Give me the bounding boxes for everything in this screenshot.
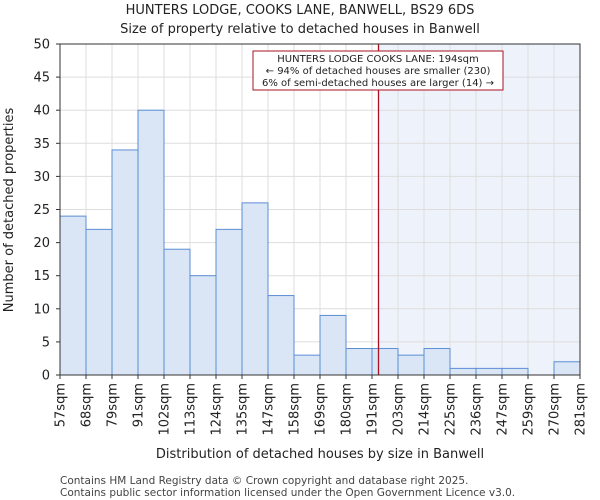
x-tick-label: 214sqm (418, 383, 433, 436)
bar (59, 215, 87, 376)
bar (163, 248, 191, 376)
y-tick-label: 0 (42, 369, 50, 384)
annotation-line-2: ← 94% of detached houses are smaller (23… (266, 66, 491, 77)
annotation-line-3: 6% of semi-detached houses are larger (1… (262, 78, 494, 89)
y-tick-label: 5 (42, 335, 50, 350)
x-tick-label: 169sqm (314, 383, 329, 436)
y-tick-label: 10 (33, 302, 50, 317)
y-tick-label: 35 (33, 137, 50, 152)
y-axis-ticks: 0 5 10 15 20 25 30 35 40 45 50 (33, 38, 60, 384)
y-tick-label: 40 (33, 104, 50, 119)
bar (397, 354, 425, 376)
y-tick-label: 25 (33, 203, 50, 218)
bar (241, 202, 269, 376)
bar (345, 348, 373, 376)
bars (59, 109, 581, 376)
y-tick-label: 30 (33, 170, 50, 185)
x-tick-label: 247sqm (496, 383, 511, 436)
x-tick-label: 158sqm (288, 383, 303, 436)
x-tick-label: 180sqm (340, 383, 355, 436)
x-tick-label: 259sqm (522, 383, 537, 436)
x-tick-label: 113sqm (184, 383, 199, 436)
bar (553, 361, 581, 376)
x-tick-label: 68sqm (80, 383, 95, 427)
x-axis-ticks: 57sqm 68sqm 79sqm 91sqm 102sqm 113sqm 124sqm 13… (54, 375, 589, 436)
x-axis-label: Distribution of detached houses by size … (156, 447, 484, 462)
x-tick-label: 203sqm (392, 383, 407, 436)
x-tick-label: 270sqm (548, 383, 563, 436)
x-tick-label: 191sqm (366, 383, 381, 436)
bar (475, 367, 503, 376)
footer-line-2: Contains public sector information licen… (60, 487, 515, 499)
bar (215, 228, 243, 376)
footer-line-1: Contains HM Land Registry data © Crown c… (60, 475, 468, 487)
x-tick-label: 102sqm (158, 383, 173, 436)
y-tick-label: 20 (33, 236, 50, 251)
chart-title: HUNTERS LODGE, COOKS LANE, BANWELL, BS29… (126, 3, 475, 18)
annotation-border (252, 50, 504, 91)
x-tick-label: 281sqm (574, 383, 589, 436)
y-tick-label: 50 (33, 38, 50, 53)
x-tick-label: 79sqm (106, 383, 121, 427)
bar (137, 109, 165, 376)
bar (85, 228, 113, 376)
bar (319, 314, 347, 376)
x-tick-label: 91sqm (132, 383, 147, 427)
bar (267, 295, 295, 376)
chart-subtitle: Size of property relative to detached ho… (120, 22, 480, 37)
bar (449, 367, 477, 376)
bar (371, 348, 399, 376)
x-tick-label: 57sqm (54, 383, 69, 427)
y-tick-label: 45 (33, 71, 50, 86)
bar (293, 354, 321, 376)
bar (501, 367, 529, 376)
y-axis-label: Number of detached properties (2, 108, 17, 313)
x-tick-label: 147sqm (262, 383, 277, 436)
bar (423, 348, 451, 376)
x-tick-label: 135sqm (236, 383, 251, 436)
annotation-box: HUNTERS LODGE COOKS LANE: 194sqm ← 94% o… (252, 50, 504, 91)
bar (189, 275, 217, 376)
x-tick-label: 236sqm (470, 383, 485, 436)
bar (111, 149, 139, 376)
x-tick-label: 124sqm (210, 383, 225, 436)
x-tick-label: 225sqm (444, 383, 459, 436)
y-tick-label: 15 (33, 269, 50, 284)
annotation-line-1: HUNTERS LODGE COOKS LANE: 194sqm (277, 54, 478, 65)
